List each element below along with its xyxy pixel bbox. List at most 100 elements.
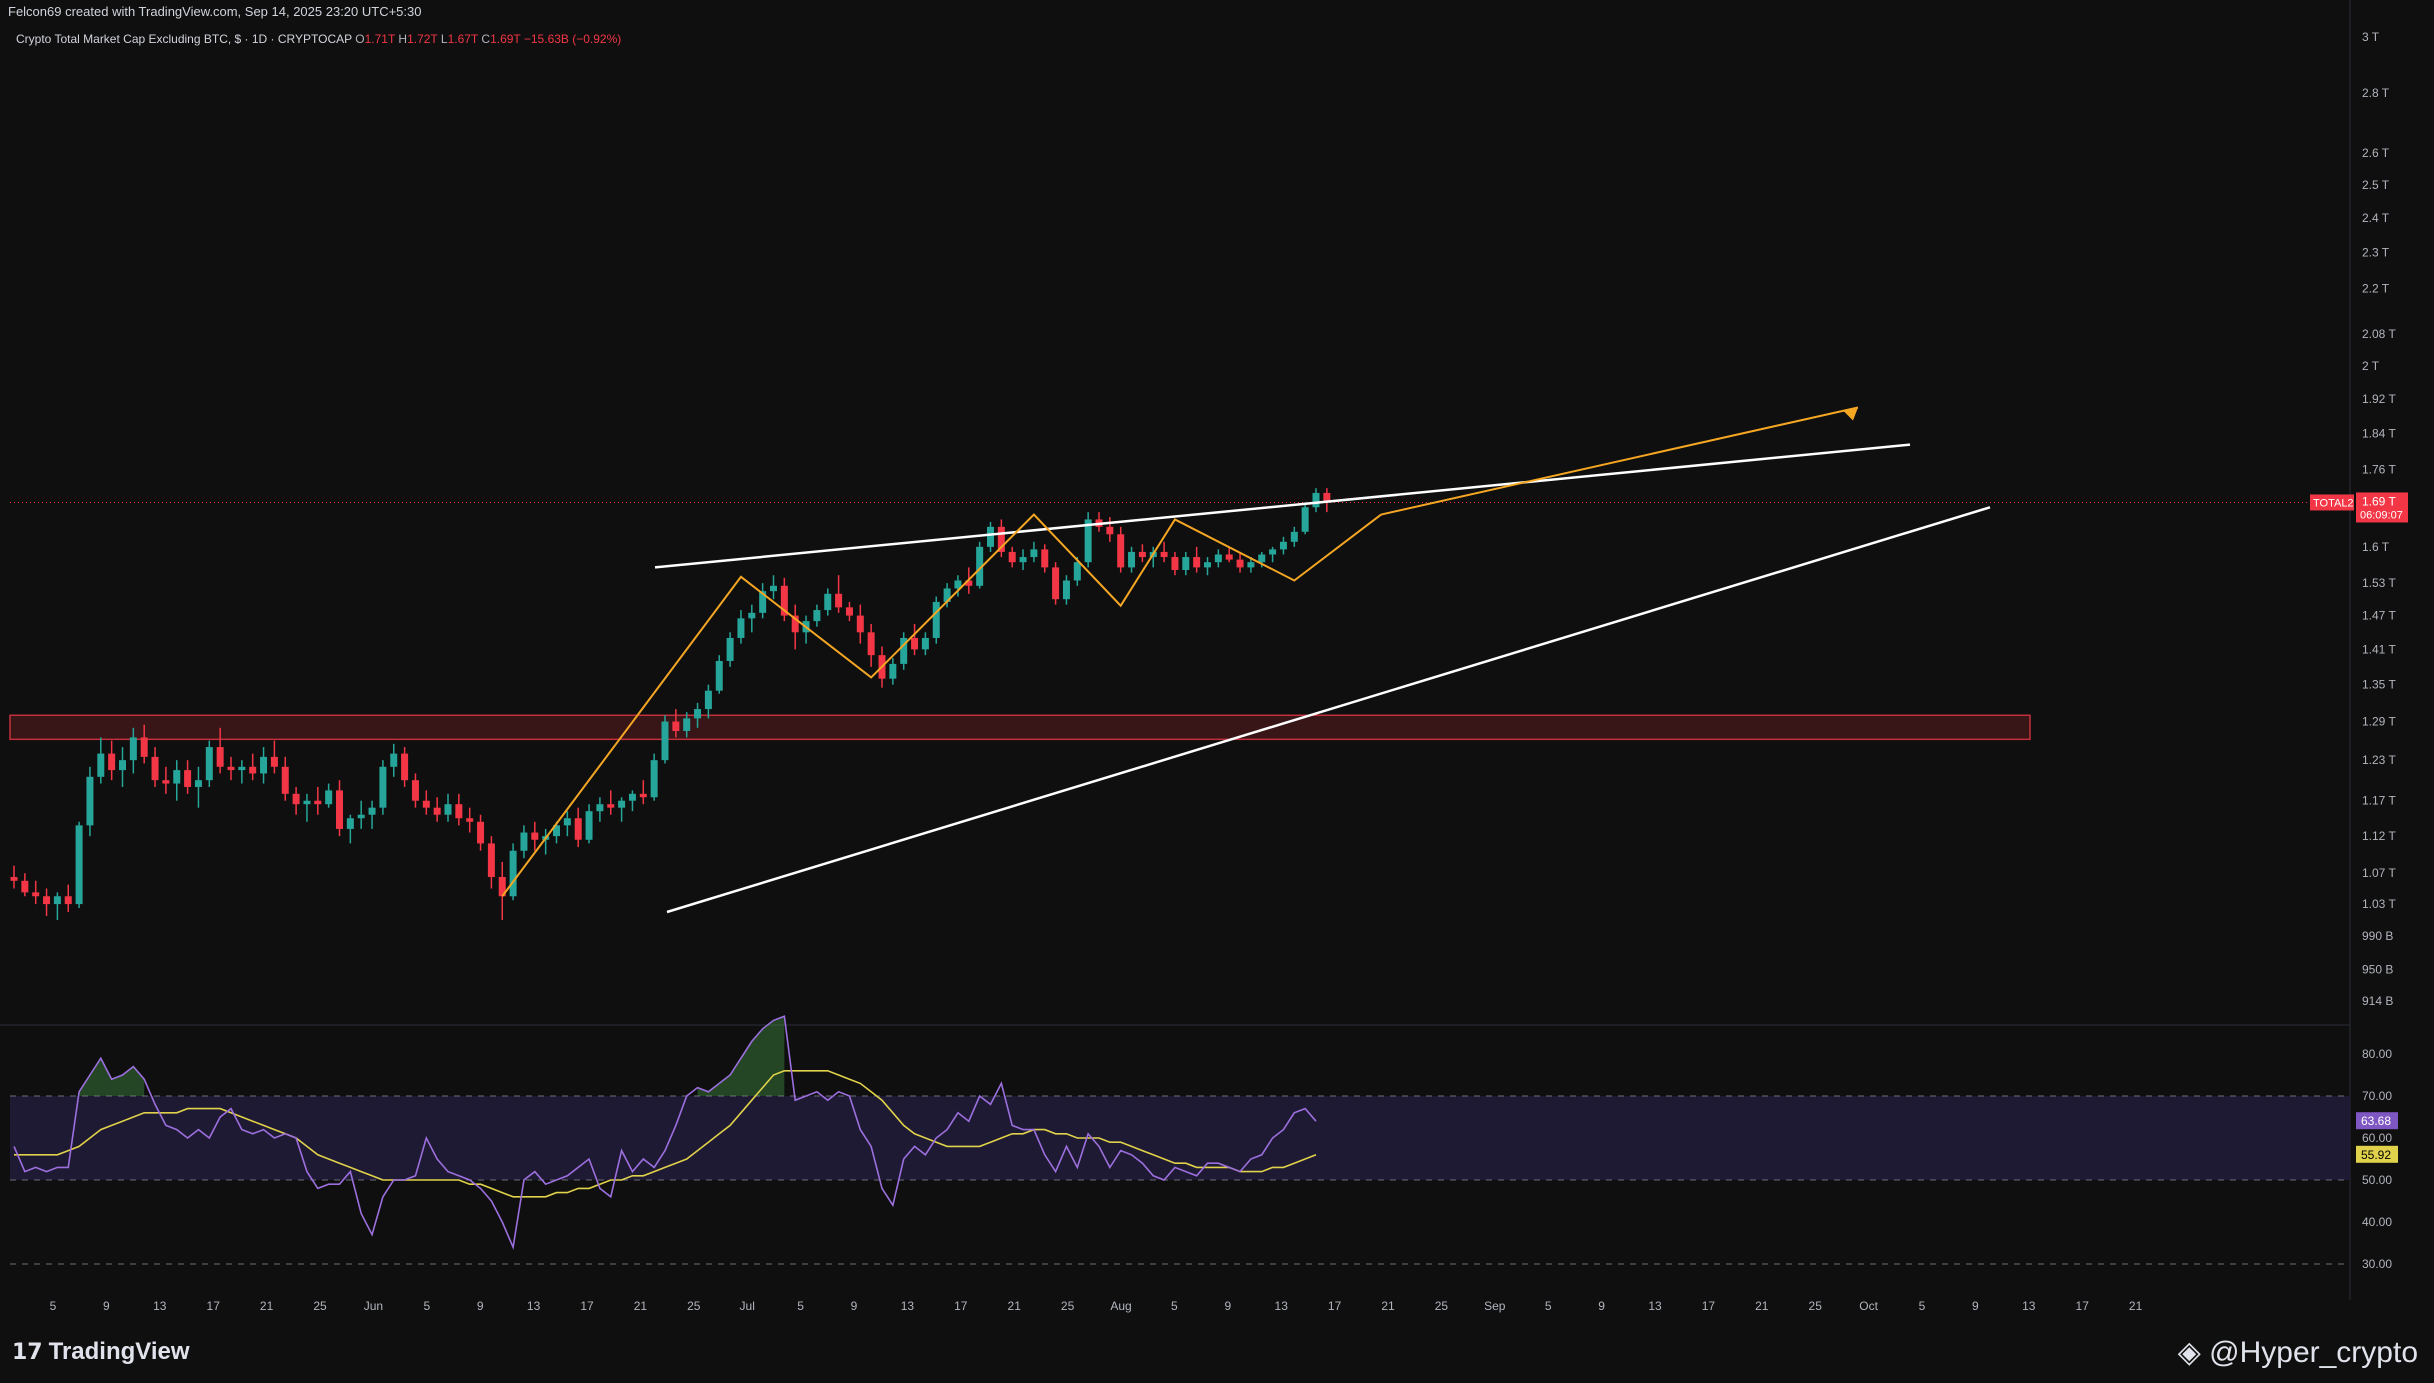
x-axis-tick: 13 (2022, 1299, 2036, 1313)
candle-up (390, 753, 398, 767)
last-price-badge (2356, 492, 2408, 523)
price-axis-tick: 3 T (2362, 30, 2380, 44)
candle-up (748, 612, 756, 619)
candle-down (184, 770, 192, 787)
high-value: 1.72T (407, 32, 438, 46)
price-axis-tick: 1.6 T (2362, 540, 2390, 554)
candle-up (173, 770, 181, 784)
watermark-icon: ◈ (2177, 1336, 2201, 1369)
x-axis-tick: 17 (1328, 1299, 1342, 1313)
x-axis-tick: Aug (1110, 1299, 1131, 1313)
watermark: ◈ @Hyper_crypto (2178, 1335, 2418, 1370)
candle-down (911, 637, 919, 650)
candle-down (856, 615, 864, 633)
candle-up (97, 753, 105, 777)
rsi-ma-label: 55.92 (2361, 1148, 2391, 1162)
candle-down (466, 818, 474, 822)
rsi-axis-tick: 60.00 (2362, 1131, 2392, 1145)
price-axis-tick: 1.92 T (2362, 392, 2396, 406)
tradingview-logo[interactable]: 𝟭𝟳 TradingView (12, 1338, 190, 1366)
price-axis-tick: 1.12 T (2362, 829, 2396, 843)
candle-down (32, 892, 40, 897)
candle-down (477, 821, 485, 844)
candle-up (1279, 541, 1287, 550)
candle-down (270, 756, 278, 767)
candle-up (357, 814, 365, 819)
candle-up (1128, 551, 1136, 568)
candle-up (520, 832, 528, 851)
price-axis-tick: 1.76 T (2362, 463, 2396, 477)
price-axis-tick: 2.6 T (2362, 146, 2390, 160)
price-axis-tick: 2.2 T (2362, 282, 2390, 296)
x-axis-tick: 9 (1598, 1299, 1605, 1313)
candle-down (401, 753, 409, 781)
x-axis-tick: 17 (1702, 1299, 1716, 1313)
candle-down (10, 876, 18, 881)
lower-trendline (666, 506, 1991, 914)
candle-down (162, 780, 170, 784)
candle-up (346, 818, 354, 829)
candle-up (770, 585, 777, 592)
x-axis-tick: 25 (313, 1299, 327, 1313)
candle-down (791, 615, 799, 633)
x-axis-tick: 13 (901, 1299, 915, 1313)
price-axis-tick: 950 B (2362, 963, 2393, 977)
candle-up (1030, 549, 1038, 558)
price-axis-tick: 1.17 T (2362, 794, 2396, 808)
tradingview-brand: TradingView (48, 1338, 190, 1365)
close-value: 1.69T (490, 32, 521, 46)
created-by-text: Felcon69 created with TradingView.com, S… (8, 4, 422, 19)
price-axis-tick: 914 B (2362, 994, 2393, 1008)
candle-down (422, 800, 430, 808)
candle-down (455, 804, 463, 819)
candle-up (987, 526, 994, 547)
price-axis-tick: 1.41 T (2362, 642, 2396, 656)
x-axis-tick: 25 (1809, 1299, 1823, 1313)
candle-down (411, 780, 419, 801)
candle-up (509, 850, 517, 897)
candle-up (694, 709, 702, 719)
candle-up (921, 637, 929, 650)
candle-up (303, 800, 311, 805)
candle-up (1062, 580, 1070, 600)
candle-down (607, 804, 615, 808)
candle-up (1258, 554, 1266, 563)
candle-up (976, 546, 984, 586)
candle-up (1084, 519, 1092, 563)
candle-down (498, 876, 506, 897)
close-label: C (481, 32, 491, 46)
candle-up (119, 760, 126, 771)
candle-up (379, 766, 387, 808)
candle-down (780, 585, 788, 616)
rsi-axis-tick: 40.00 (2362, 1215, 2392, 1229)
price-axis-tick: 1.35 T (2362, 678, 2396, 692)
x-axis-tick: 9 (851, 1299, 858, 1313)
ticker-tag: TOTAL2 (2313, 497, 2354, 509)
candle-down (1052, 567, 1060, 600)
candle-up (932, 601, 940, 638)
candle-up (1204, 562, 1211, 568)
candle-up (194, 780, 202, 787)
x-axis-tick: 5 (1171, 1299, 1178, 1313)
candle-down (574, 818, 582, 840)
candle-down (835, 593, 843, 608)
x-axis-tick: 21 (1008, 1299, 1022, 1313)
candle-up (86, 776, 94, 826)
rsi-band (10, 1096, 2350, 1180)
x-axis-tick: 9 (103, 1299, 110, 1313)
candle-down (1225, 554, 1233, 560)
price-axis-tick: 990 B (2362, 929, 2393, 943)
open-label: O (355, 32, 365, 46)
candle-up (1214, 554, 1222, 563)
candle-up (726, 637, 734, 661)
low-label: L (440, 32, 448, 46)
candle-up (900, 637, 908, 664)
projection-arrow-head (1844, 407, 1858, 421)
x-axis-tick: 21 (2129, 1299, 2143, 1313)
candle-up (628, 793, 636, 801)
candle-down (108, 753, 116, 771)
candle-down (639, 793, 647, 798)
high-label: H (398, 32, 408, 46)
open-value: 1.71T (364, 32, 396, 46)
